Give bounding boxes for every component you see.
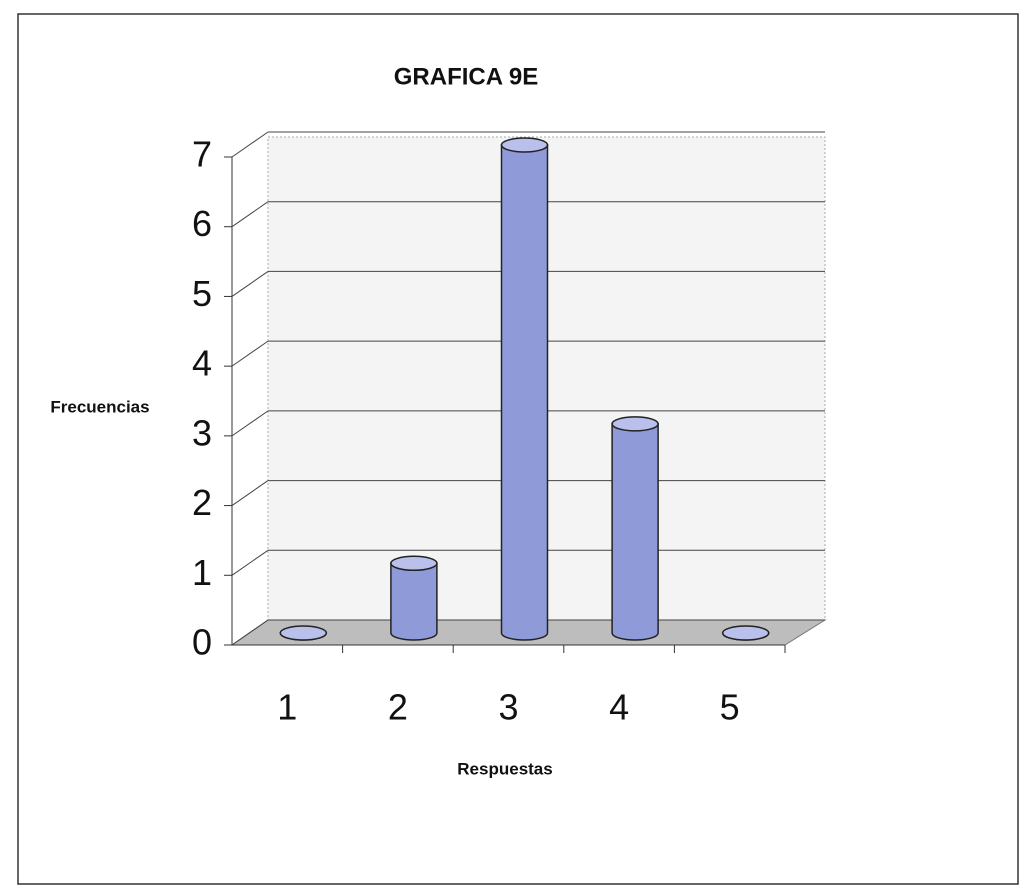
bar <box>500 144 549 641</box>
grid-line <box>231 131 269 158</box>
x-tick-label: 2 <box>388 687 408 728</box>
chart-title: GRAFICA 9E <box>394 63 538 90</box>
y-tick-label: 7 <box>192 134 212 175</box>
y-tick-label: 1 <box>192 552 212 593</box>
bar-top <box>611 416 659 432</box>
y-tick-label: 4 <box>192 343 212 384</box>
y-tick-label: 5 <box>192 273 212 314</box>
y-tick-label: 2 <box>192 482 212 523</box>
x-tick-label: 3 <box>498 687 518 728</box>
y-axis-label: Frecuencias <box>50 397 149 416</box>
grid-line <box>231 340 269 367</box>
bar <box>390 562 438 641</box>
y-tick-label: 3 <box>192 412 212 453</box>
grid-line <box>231 201 269 228</box>
grid-line <box>231 619 269 646</box>
x-tick-label: 1 <box>277 687 297 728</box>
bar-top <box>500 137 549 153</box>
x-axis-label: Respuestas <box>457 759 552 778</box>
grid-line <box>231 410 269 437</box>
bar-top <box>721 625 770 641</box>
bar-top <box>279 625 328 641</box>
grid-line <box>231 549 269 576</box>
y-tick-label: 6 <box>192 203 212 244</box>
y-tick-label: 0 <box>192 622 212 663</box>
x-tick-label: 4 <box>609 687 629 728</box>
grid-line <box>231 480 269 506</box>
x-tick-label: 5 <box>720 687 740 728</box>
grid-line <box>231 271 269 297</box>
bar <box>611 423 659 641</box>
bar-top <box>390 555 438 572</box>
